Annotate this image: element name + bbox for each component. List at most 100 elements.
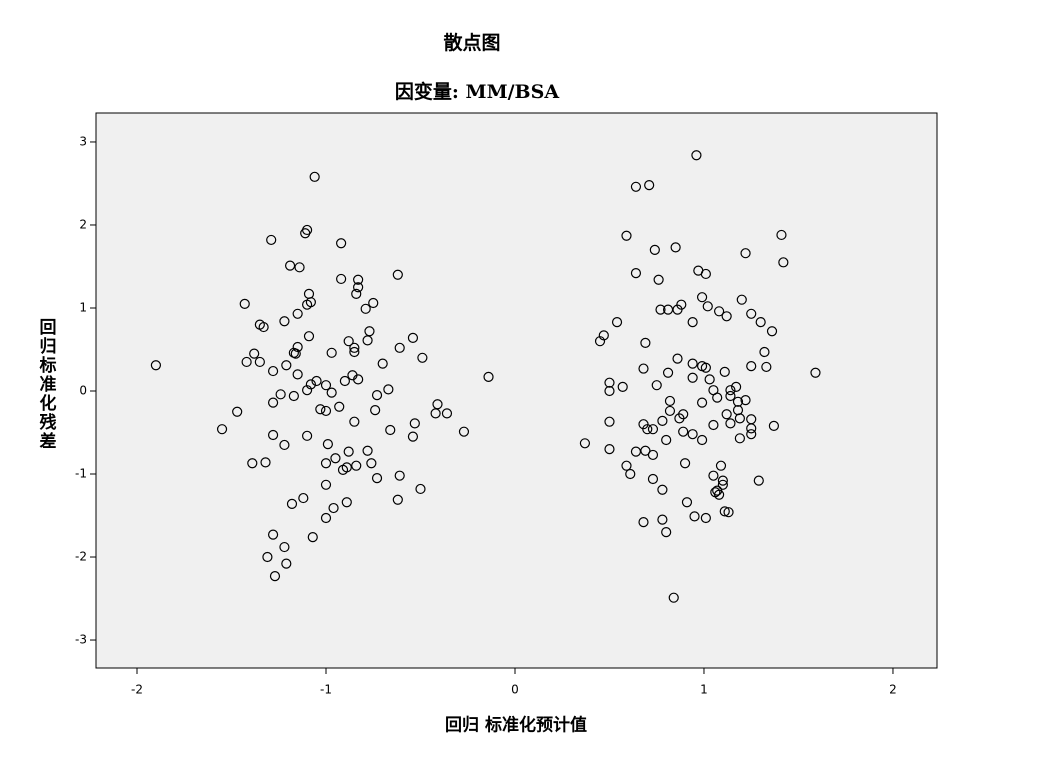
point (302, 299, 313, 310)
x-tick-label: -2 (131, 683, 143, 697)
point (320, 405, 332, 417)
point (394, 342, 405, 353)
point (341, 497, 352, 508)
point (377, 358, 388, 369)
point (731, 381, 742, 392)
point (334, 401, 345, 412)
point (360, 303, 371, 314)
point (708, 470, 719, 481)
point (258, 321, 269, 333)
point (579, 438, 591, 449)
point (336, 238, 347, 249)
point (298, 492, 309, 504)
point (311, 375, 322, 387)
y-tick-label: 3 (79, 134, 87, 148)
point (702, 301, 713, 312)
point (385, 424, 396, 436)
point (279, 316, 290, 327)
point (279, 439, 290, 451)
point (366, 458, 377, 469)
plot-area (95, 112, 938, 669)
point (734, 413, 745, 424)
point (320, 458, 332, 469)
point (267, 529, 279, 540)
point (700, 512, 711, 524)
point (294, 262, 305, 273)
point (721, 311, 732, 322)
point (353, 282, 364, 293)
y-tick-label: -1 (75, 467, 87, 481)
point (326, 347, 337, 358)
point (241, 356, 252, 368)
point (696, 397, 708, 408)
point (262, 551, 273, 563)
point (755, 317, 766, 328)
point (267, 365, 279, 377)
y-tick-label: -3 (75, 633, 87, 647)
point (687, 429, 698, 440)
point (362, 445, 373, 456)
point (330, 453, 341, 464)
point (642, 424, 653, 435)
point (286, 498, 298, 509)
point (292, 308, 303, 319)
y-axis-title: 回归标准化残差 (36, 318, 57, 451)
point (392, 269, 403, 280)
point (326, 387, 337, 398)
point (441, 408, 453, 419)
point (322, 439, 333, 450)
point (725, 418, 736, 429)
point (689, 511, 700, 522)
point (281, 360, 292, 371)
point (239, 298, 250, 309)
point (725, 385, 736, 396)
point (736, 294, 747, 305)
point (753, 475, 764, 486)
point (746, 423, 757, 434)
point (417, 352, 428, 363)
point (776, 229, 787, 241)
point (307, 531, 318, 543)
point (647, 449, 659, 461)
point (746, 360, 757, 372)
point (710, 487, 721, 498)
point (353, 374, 364, 385)
chart-title: 散点图 (443, 31, 500, 54)
point (630, 268, 642, 279)
point (740, 395, 751, 406)
point (664, 405, 676, 417)
point (371, 473, 383, 484)
point (430, 408, 441, 419)
point (407, 332, 419, 343)
point (717, 479, 728, 490)
point (409, 418, 420, 429)
point (216, 424, 228, 435)
point (653, 274, 664, 285)
point (320, 380, 332, 391)
point (717, 475, 728, 486)
point (371, 390, 383, 401)
point (336, 273, 347, 285)
point (681, 497, 693, 508)
point (630, 181, 642, 192)
point (657, 484, 668, 495)
point (644, 180, 655, 191)
x-tick-label: -1 (320, 683, 332, 697)
point (341, 462, 352, 473)
point (647, 473, 659, 485)
point (415, 483, 426, 495)
point (320, 479, 332, 490)
point (604, 416, 615, 427)
point (232, 406, 243, 417)
y-tick-label: 0 (79, 383, 87, 397)
point (657, 415, 668, 426)
point (266, 234, 277, 246)
x-tick-label: 1 (700, 683, 708, 697)
y-tick-label: 1 (79, 300, 87, 314)
point (458, 426, 470, 437)
point (734, 433, 745, 444)
point (320, 512, 332, 524)
point (383, 384, 394, 395)
point (267, 397, 279, 408)
point (746, 308, 757, 319)
